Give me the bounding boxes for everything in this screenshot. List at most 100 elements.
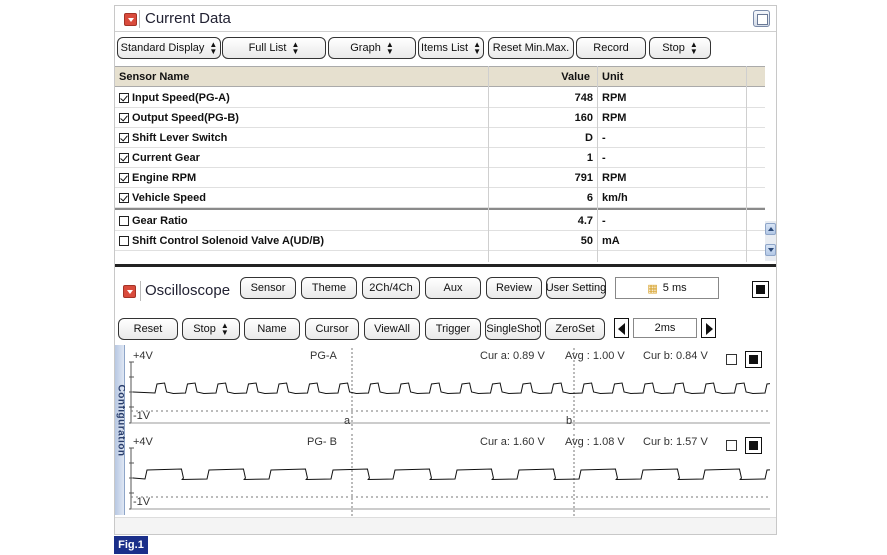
row-group-divider (115, 208, 765, 210)
timebase-value: 5 ms (662, 282, 687, 294)
stop-button[interactable]: Stop ▲ ▼ (182, 318, 240, 340)
lock-icon: ▦ (647, 282, 658, 295)
trigger-button[interactable]: Trigger (425, 318, 481, 340)
channel-name: PG- B (307, 436, 337, 448)
sensor-value: 791 (574, 172, 593, 184)
row-checkbox[interactable] (119, 173, 129, 183)
channel-bottom-voltage: -1V (133, 410, 151, 422)
stop-square-icon[interactable] (752, 281, 769, 298)
scroll-up-icon[interactable] (765, 223, 776, 235)
sensor-unit: mA (602, 235, 620, 247)
row-checkbox[interactable] (119, 153, 129, 163)
theme-button[interactable]: Theme (301, 277, 357, 299)
review-button[interactable]: Review (486, 277, 542, 299)
sensor-button[interactable]: Sensor (240, 277, 296, 299)
row-checkbox[interactable] (119, 236, 129, 246)
full-list-button[interactable]: Full List ▲ ▼ (222, 37, 326, 59)
record-button[interactable]: Record (576, 37, 646, 59)
channel-bottom-voltage: -1V (133, 496, 151, 508)
cursor-button-label: Cursor (315, 323, 349, 335)
table-row[interactable]: Shift Lever Switch D - (115, 128, 765, 148)
table-row[interactable]: Output Speed(PG-B) 160 RPM (115, 108, 765, 128)
sensor-name: Output Speed(PG-B) (132, 112, 239, 124)
row-checkbox[interactable] (119, 93, 129, 103)
standard-display-button[interactable]: Standard Display ▲ ▼ (117, 37, 221, 59)
standard-display-button-label: Standard Display (120, 42, 205, 54)
configuration-side-tab[interactable]: Configuration (115, 345, 127, 515)
current-data-title: Current Data (145, 10, 231, 27)
table-row[interactable]: Current Gear 1- (115, 148, 765, 168)
table-header: Sensor Name Value Unit (115, 66, 765, 87)
items-list-button[interactable]: Items List ▲ ▼ (418, 37, 484, 59)
row-checkbox[interactable] (119, 216, 129, 226)
reset-button-label: Reset (133, 323, 163, 335)
sensor-value: 50 (580, 235, 593, 247)
scroll-down-icon[interactable] (765, 244, 776, 256)
figure-label: Fig.1 (114, 536, 148, 554)
aux-button-label: Aux (443, 282, 463, 294)
channel-pgb-plot[interactable]: +4V PG- B Cur a: 1.60 V Avg : 1.08 V Cur… (125, 434, 804, 516)
viewall-button[interactable]: ViewAll (364, 318, 420, 340)
arrow-left-icon[interactable] (614, 318, 629, 338)
table-scrollbar[interactable] (765, 221, 776, 261)
theme-button-label: Theme (311, 282, 347, 294)
cursor-button[interactable]: Cursor (305, 318, 359, 340)
aux-button[interactable]: Aux (425, 277, 481, 299)
graph-button[interactable]: Graph ▲ ▼ (328, 37, 416, 59)
channel-name: PG-A (310, 350, 337, 362)
sensor-name: Vehicle Speed (132, 192, 206, 204)
stop-button[interactable]: Stop ▲ ▼ (649, 37, 711, 59)
timebase-display[interactable]: ▦ 5 ms (615, 277, 719, 299)
stop-button-label: Stop (193, 323, 216, 335)
reset-button[interactable]: Reset (118, 318, 178, 340)
waveform-pga (129, 348, 784, 430)
sensor-value: D (585, 132, 593, 144)
row-checkbox[interactable] (119, 193, 129, 203)
sensor-name-cell: Shift Control Solenoid Valve A(UD/B) (119, 235, 324, 247)
collapse-icon[interactable] (123, 285, 136, 298)
table-row[interactable]: Engine RPM 791 RPM (115, 168, 765, 188)
row-checkbox[interactable] (119, 113, 129, 123)
stop-button-label: Stop (662, 42, 685, 54)
reset-min-max-button[interactable]: Reset Min.Max. (488, 37, 574, 59)
window-restore-icon[interactable] (753, 10, 770, 27)
column-header-unit[interactable]: Unit (602, 71, 624, 83)
channel-pga-plot[interactable]: +4V PG-A Cur a: 0.89 V Avg : 1.00 V Cur … (125, 348, 784, 430)
signal-trace (132, 468, 804, 481)
channel-checkbox[interactable] (726, 354, 737, 365)
sensor-unit: - (602, 152, 606, 164)
arrow-right-icon[interactable] (701, 318, 716, 338)
sensor-value: 1 (586, 152, 593, 164)
column-header-sensor-name[interactable]: Sensor Name (119, 71, 190, 83)
sensor-unit: - (602, 215, 606, 227)
channel-top-voltage: +4V (133, 350, 153, 362)
channel-checkbox[interactable] (726, 440, 737, 451)
column-divider (746, 66, 747, 262)
sensor-value: 160 (574, 112, 593, 124)
column-header-value[interactable]: Value (561, 71, 590, 83)
table-row[interactable]: Vehicle Speed 6 km/h (115, 188, 765, 208)
2ch-4ch-button[interactable]: 2Ch/4Ch (362, 277, 420, 299)
zeroset-button[interactable]: ZeroSet (545, 318, 605, 340)
table-row[interactable]: Input Speed(PG-A) 748 RPM (115, 88, 765, 108)
name-button[interactable]: Name (244, 318, 300, 340)
oscilloscope-title: Oscilloscope (145, 282, 231, 299)
user-setting-button[interactable]: User Setting (546, 277, 606, 299)
sensor-name: Gear Ratio (132, 215, 188, 227)
collapse-icon[interactable] (124, 13, 137, 26)
singleshot-button[interactable]: SingleShot (485, 318, 541, 340)
table-row[interactable]: Gear Ratio 4.7- (115, 211, 765, 231)
stop-square-icon[interactable] (745, 351, 762, 368)
user-setting-button-label: User Setting (545, 282, 607, 294)
select-arrows-icon: ▲ ▼ (291, 40, 300, 56)
time-division-display[interactable]: 2ms (633, 318, 697, 338)
sensor-value: 748 (574, 92, 593, 104)
stop-square-icon[interactable] (745, 437, 762, 454)
sensor-name-cell: Vehicle Speed (119, 192, 206, 204)
panel-divider[interactable] (115, 264, 776, 267)
sensor-name-cell: Current Gear (119, 152, 200, 164)
sensor-name: Engine RPM (132, 172, 197, 184)
cursor-a-readout: Cur a: 1.60 V (480, 436, 545, 448)
table-row[interactable]: Shift Control Solenoid Valve A(UD/B) 50 mA (115, 231, 765, 251)
row-checkbox[interactable] (119, 133, 129, 143)
